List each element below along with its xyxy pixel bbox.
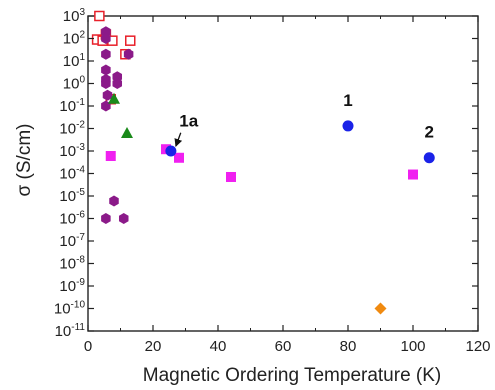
y-axis-title: σ (S/cm) — [14, 124, 35, 197]
x-tick-label: 100 — [400, 338, 425, 355]
annotation-label: 1 — [343, 91, 352, 110]
y-tick-label: 10-1 — [59, 97, 85, 115]
point-circle — [342, 120, 354, 132]
y-tick-label: 10-4 — [59, 165, 85, 183]
point-square — [105, 150, 116, 161]
annotation-label: 2 — [425, 122, 434, 141]
point-hexagon — [123, 48, 134, 60]
point-triangle — [108, 92, 120, 104]
point-square — [174, 152, 184, 163]
point-hexagon — [101, 33, 111, 44]
y-tick-label: 10-6 — [59, 210, 85, 228]
point-square — [226, 171, 236, 182]
y-tick-label: 100 — [63, 75, 86, 93]
y-tick-label: 101 — [63, 52, 86, 70]
point-hexagon — [101, 100, 111, 112]
point-hexagon — [118, 213, 129, 224]
axis-ticks: 0 20 40 60 80 100 120 103 102 101 100 10-1 10-2 10-3 1… — [54, 7, 491, 355]
y-tick-label: 10-10 — [54, 300, 86, 318]
point-hexagon — [102, 89, 113, 101]
annotations: 1a 1 2 — [174, 91, 434, 147]
x-tick-label: 20 — [145, 338, 162, 355]
point-open-square — [125, 35, 136, 46]
point-hexagon — [101, 213, 111, 224]
x-tick-label: 60 — [275, 338, 292, 355]
annotation-label: 1a — [179, 112, 198, 131]
point-circle — [165, 145, 177, 157]
y-tick-label: 103 — [63, 7, 86, 25]
plot-area — [87, 15, 479, 332]
x-tick-label: 80 — [340, 338, 357, 355]
point-circle — [423, 152, 435, 164]
point-diamond — [374, 302, 387, 315]
y-tick-label: 10-11 — [55, 322, 86, 340]
data-points — [91, 10, 435, 315]
point-hexagon — [109, 195, 119, 207]
y-tick-label: 102 — [63, 30, 86, 48]
annotation-arrow — [174, 132, 183, 147]
y-tick-label: 10-7 — [59, 232, 85, 250]
x-tick-label: 40 — [210, 338, 227, 355]
point-open-square — [94, 10, 105, 22]
y-tick-label: 10-5 — [59, 187, 85, 205]
x-tick-label: 120 — [465, 338, 490, 355]
point-square — [408, 169, 418, 180]
point-triangle — [121, 126, 133, 138]
point-hexagon — [101, 64, 111, 76]
y-tick-label: 10-9 — [59, 277, 85, 295]
x-axis-title: Magnetic Ordering Temperature (K) — [143, 365, 442, 386]
y-tick-label: 10-8 — [59, 255, 85, 273]
plot-frame — [87, 15, 479, 332]
y-tick-label: 10-3 — [59, 142, 85, 160]
x-tick-label: 0 — [84, 338, 92, 355]
point-hexagon — [112, 78, 123, 89]
point-hexagon — [101, 78, 111, 89]
y-tick-label: 10-2 — [59, 120, 85, 138]
point-hexagon — [101, 48, 111, 60]
